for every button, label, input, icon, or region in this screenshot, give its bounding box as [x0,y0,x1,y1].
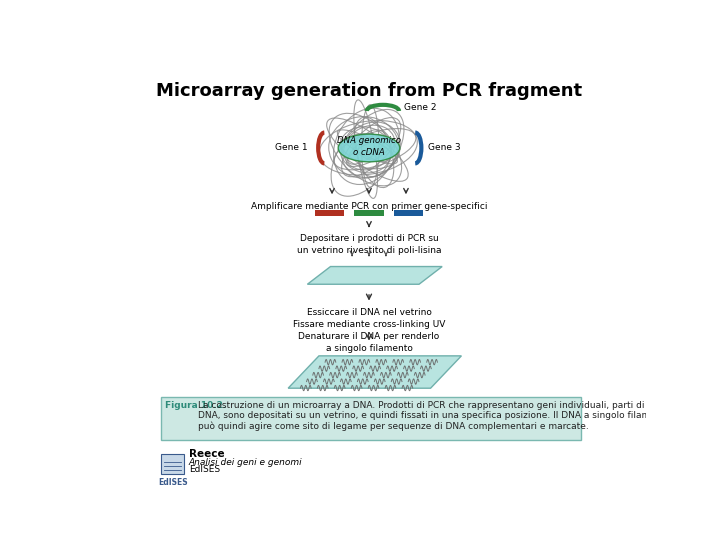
FancyBboxPatch shape [161,397,581,440]
Polygon shape [288,356,462,388]
Text: Reece: Reece [189,449,225,459]
Ellipse shape [338,134,400,162]
Text: Figura 10.2.: Figura 10.2. [165,401,226,409]
Text: Gene 3: Gene 3 [428,144,460,152]
Text: La costruzione di un microarray a DNA. Prodotti di PCR che rappresentano geni in: La costruzione di un microarray a DNA. P… [198,401,717,431]
Text: Amplificare mediante PCR con primer gene-specifici: Amplificare mediante PCR con primer gene… [251,202,487,211]
Text: Microarray generation from PCR fragment: Microarray generation from PCR fragment [156,82,582,100]
Text: EdISES: EdISES [189,465,220,475]
Text: Essiccare il DNA nel vetrino
Fissare mediante cross-linking UV
Denaturare il DNA: Essiccare il DNA nel vetrino Fissare med… [293,308,445,353]
Text: Depositare i prodotti di PCR su
un vetrino rivestito di poli-lisina: Depositare i prodotti di PCR su un vetri… [297,234,441,255]
Text: Gene 2: Gene 2 [405,104,437,112]
Text: EdISES: EdISES [158,478,187,487]
Text: Gene 1: Gene 1 [275,144,307,152]
Text: DNA genomico
o cDNA: DNA genomico o cDNA [337,136,401,157]
Bar [315,210,344,215]
Polygon shape [307,267,442,284]
Text: Analisi dei geni e genomi: Analisi dei geni e genomi [189,458,302,467]
Bar [394,210,423,215]
Bar [161,455,184,475]
Bar [354,210,384,215]
